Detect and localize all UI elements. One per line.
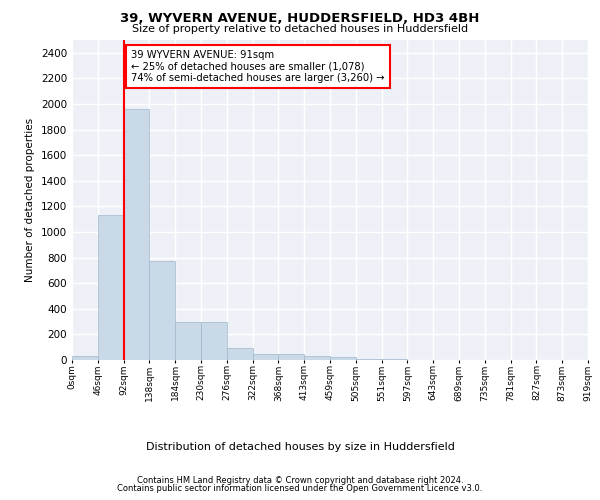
Bar (356, 358, 382, 360)
Bar (330, 358, 356, 360)
Bar (278, 354, 304, 360)
Text: 39 WYVERN AVENUE: 91sqm
← 25% of detached houses are smaller (1,078)
74% of semi: 39 WYVERN AVENUE: 91sqm ← 25% of detache… (131, 50, 385, 84)
Text: 39, WYVERN AVENUE, HUDDERSFIELD, HD3 4BH: 39, WYVERN AVENUE, HUDDERSFIELD, HD3 4BH (121, 12, 479, 26)
Bar (227, 348, 253, 360)
Text: Size of property relative to detached houses in Huddersfield: Size of property relative to detached ho… (132, 24, 468, 34)
Text: Contains HM Land Registry data © Crown copyright and database right 2024.: Contains HM Land Registry data © Crown c… (137, 476, 463, 485)
Bar (175, 322, 201, 360)
Bar (304, 356, 330, 360)
Bar (201, 322, 227, 360)
Y-axis label: Number of detached properties: Number of detached properties (25, 118, 35, 282)
Bar (72, 356, 98, 360)
Text: Distribution of detached houses by size in Huddersfield: Distribution of detached houses by size … (146, 442, 454, 452)
Bar (149, 261, 175, 360)
Text: Contains public sector information licensed under the Open Government Licence v3: Contains public sector information licen… (118, 484, 482, 493)
Bar (124, 109, 149, 360)
Bar (253, 354, 278, 360)
Bar (98, 216, 124, 360)
